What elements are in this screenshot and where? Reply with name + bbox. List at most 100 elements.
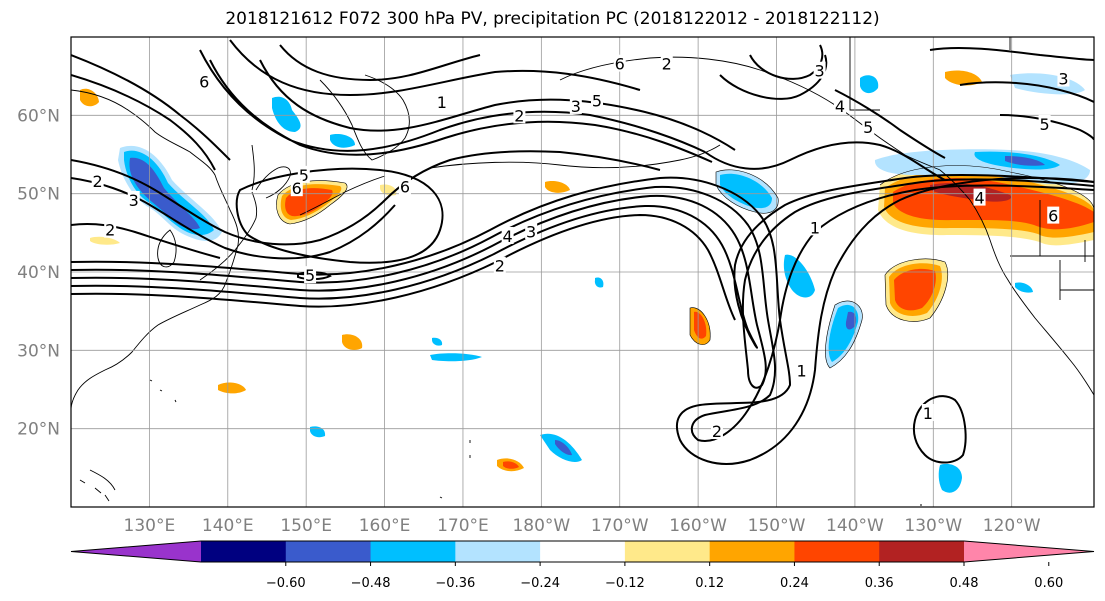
contour-label-bg-6	[660, 54, 673, 72]
contour-label-10: 5	[299, 166, 309, 185]
lon-label-9: 140°W	[826, 516, 884, 536]
longitude-labels: 130°E 140°E 150°E 160°E 170°E 180°W 170°W 160°W…	[124, 516, 1041, 536]
lon-label-1: 140°E	[202, 516, 254, 536]
latitude-labels: 20°N 30°N 40°N 50°N 60°N	[17, 106, 60, 439]
contour-label-bg-0	[435, 93, 448, 111]
contour-label-bg-7	[813, 61, 826, 79]
contour-label-23: 1	[923, 404, 933, 423]
contour-label-bg-18	[493, 256, 506, 274]
colorbar-segment-3	[455, 541, 541, 562]
contour-label-20: 1	[810, 218, 820, 237]
coastline-sakhalin	[251, 144, 255, 191]
contour-label-bg-10	[297, 165, 310, 183]
contour-label-16: 4	[503, 227, 513, 246]
contour-label-0: 1	[437, 93, 447, 112]
contour-label-bg-11	[290, 179, 303, 197]
contour-label-27: 4	[974, 189, 984, 208]
lat-label-3: 50°N	[17, 185, 60, 205]
contour-label-17: 3	[526, 222, 536, 241]
contour-label-bg-21	[795, 361, 808, 379]
contour-label-3: 5	[592, 91, 602, 110]
coastline-alaska	[559, 56, 941, 171]
contour-label-bg-15	[104, 220, 117, 238]
contour-label-bg-17	[525, 222, 538, 240]
pv-contour-4-jet	[71, 174, 1094, 349]
contour-label-11: 6	[292, 179, 302, 198]
contour-label-bg-24	[1057, 69, 1070, 87]
lon-label-11: 120°W	[983, 516, 1041, 536]
contour-label-22: 2	[712, 422, 722, 441]
colorbar-segment-4	[540, 541, 626, 562]
precip-fill-central-pacific-negatives	[690, 254, 863, 368]
contour-label-25: 5	[1040, 115, 1050, 134]
colorbar-tick-label-1: −0.48	[351, 576, 391, 591]
contour-label-14: 2	[93, 172, 103, 191]
colorbar-tick-label-5: 0.12	[695, 576, 724, 591]
colorbar-segment-6	[709, 541, 795, 562]
lon-label-6: 170°W	[591, 516, 649, 536]
contour-label-7: 3	[815, 62, 825, 81]
contour-label-9: 5	[863, 118, 873, 137]
lon-label-2: 150°E	[280, 516, 332, 536]
contour-label-bg-12	[398, 177, 411, 195]
colorbar-tick-label-6: 0.24	[780, 576, 809, 591]
contour-label-bg-26	[1047, 206, 1060, 224]
contour-label-bg-19	[304, 266, 317, 284]
contour-label-5: 6	[615, 55, 625, 74]
contour-label-4: 6	[199, 73, 209, 92]
colorbar-tick-label-9: 0.60	[1034, 576, 1063, 591]
contour-label-bg-3	[591, 91, 604, 109]
contour-label-6: 2	[662, 55, 672, 74]
pv-contour-asia-jet-3	[71, 222, 221, 259]
colorbar-tick-label-0: −0.60	[266, 576, 306, 591]
contour-label-bg-1	[513, 106, 526, 124]
colorbar-tick-labels: −0.60 −0.48 −0.36 −0.24 −0.12 0.12 0.24 0.36 0.4…	[266, 562, 1063, 591]
gridlines	[71, 37, 1094, 507]
pv-contour-kamchatka-closed	[235, 167, 444, 264]
contour-label-bg-16	[501, 226, 514, 244]
precip-fill-kamchatka-positive	[276, 180, 348, 224]
lon-label-3: 160°E	[359, 516, 411, 536]
colorbar-tick-label-2: −0.36	[435, 576, 475, 591]
colorbar-extend-low	[71, 541, 201, 562]
contour-label-26: 6	[1048, 207, 1058, 226]
map-title: 2018121612 F072 300 hPa PV, precipitatio…	[225, 9, 880, 29]
contour-label-19: 5	[305, 266, 315, 285]
coastline-southern-islands	[79, 379, 922, 506]
colorbar-segment-5	[624, 541, 711, 562]
contour-label-24: 3	[1058, 70, 1068, 89]
colorbar-segment-1	[285, 541, 372, 562]
contour-label-bg-23	[921, 404, 934, 421]
pv-contour-3-jet	[71, 178, 1094, 389]
lon-label-4: 170°E	[437, 516, 489, 536]
pv-contour-subtropical-closed	[912, 395, 967, 464]
colorbar-segment-0	[201, 541, 287, 562]
state-borders	[849, 37, 1094, 300]
precip-fill-subtropical-positive	[885, 258, 948, 322]
precip-fill-gulf-alaska-negative	[716, 169, 779, 214]
contour-label-18: 2	[495, 257, 505, 276]
contour-label-13: 3	[129, 191, 139, 210]
precipitation-anomaly-fills	[80, 70, 1094, 493]
contour-label-bg-8	[834, 96, 847, 114]
contour-label-bg-9	[862, 118, 875, 136]
colorbar-segment-8	[879, 541, 965, 562]
colorbar-tick-label-8: 0.48	[950, 576, 979, 591]
lon-label-0: 130°E	[124, 516, 176, 536]
coastline-kamchatka	[319, 74, 410, 161]
pv-contour-north-ridges	[71, 39, 736, 171]
colorbar-outline	[70, 540, 1095, 563]
map-frame	[70, 36, 1095, 508]
coastline-kuril-aleutian	[299, 144, 721, 216]
coastline-korea	[157, 229, 177, 268]
contour-label-bg-5	[613, 54, 626, 72]
contour-label-bg-4	[198, 72, 211, 90]
lat-label-1: 30°N	[17, 341, 60, 361]
colorbar-segment-2	[370, 541, 456, 562]
precipitation-outlines	[276, 165, 1094, 369]
pv-contour-ne-corner	[929, 46, 1094, 141]
colorbar	[70, 540, 1095, 563]
